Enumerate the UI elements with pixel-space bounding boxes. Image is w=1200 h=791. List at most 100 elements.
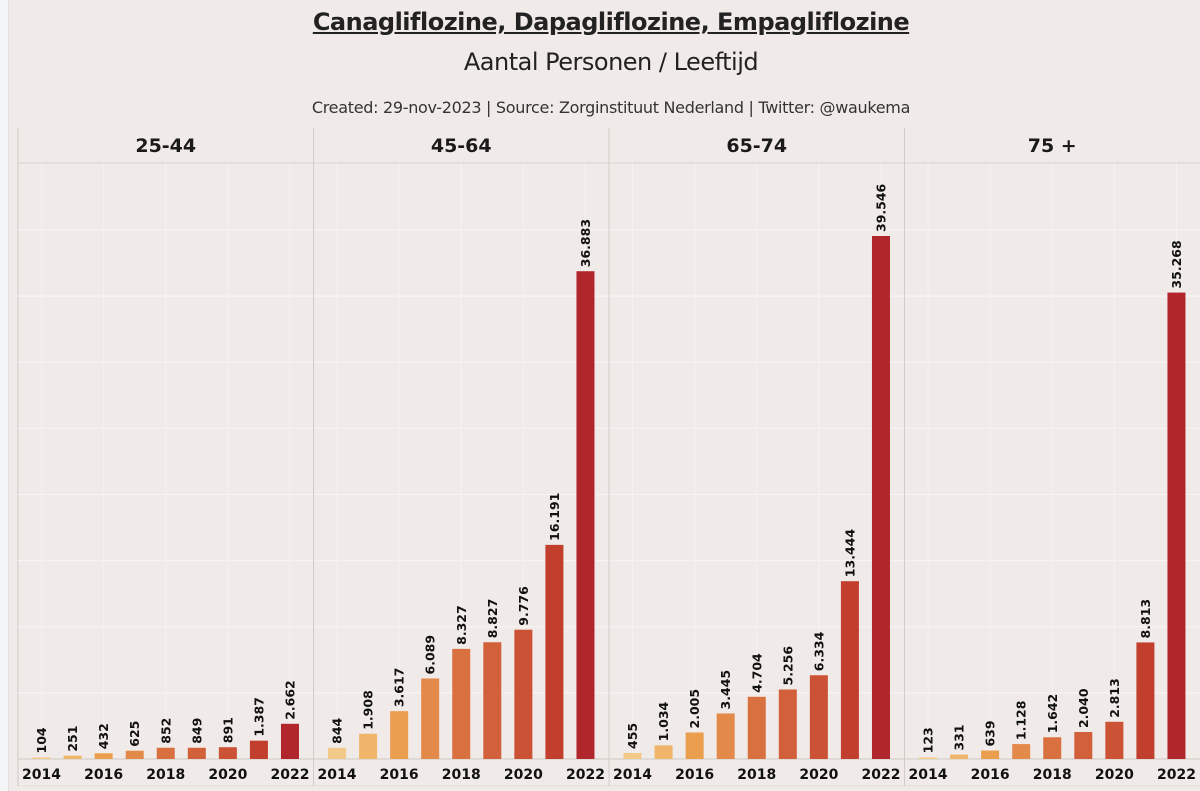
data-label: 1.034 [656,701,671,741]
bar-65-74-2019 [778,689,797,759]
chart-caption: Created: 29-nov-2023 | Source: Zorginsti… [311,98,911,117]
x-tick-label: 2020 [208,767,247,783]
data-label: 123 [921,727,936,753]
bar-25-44-2014 [32,757,51,759]
bar-65-74-2015 [654,745,673,759]
data-label: 455 [625,723,640,749]
data-label: 849 [189,718,204,744]
x-tick-label: 2018 [1033,767,1072,783]
data-label: 1.642 [1045,694,1060,734]
data-label: 891 [220,717,235,743]
bar-75plus-2016 [981,750,1000,759]
bar-65-74-2022 [871,236,890,759]
bar-45-64-2019 [483,642,502,759]
bar-25-44-2022 [280,723,299,759]
x-tick-label: 2014 [909,767,948,783]
data-label: 1.908 [361,690,376,730]
bar-65-74-2014 [623,752,642,759]
data-label: 3.445 [718,670,733,710]
x-tick-label: 2014 [22,767,61,783]
data-label: 2.662 [282,680,297,720]
data-label: 5.256 [780,646,795,686]
data-label: 331 [952,725,967,751]
data-label: 2.040 [1076,688,1091,728]
data-label: 8.827 [485,599,500,639]
data-label: 3.617 [392,668,407,708]
x-tick-label: 2018 [442,767,481,783]
chart-subtitle: Aantal Personen / Leeftijd [463,48,759,76]
data-label: 39.546 [873,183,888,232]
data-label: 8.327 [454,605,469,645]
x-tick-label: 2022 [270,767,309,783]
data-label: 251 [65,726,80,752]
data-label: 844 [330,717,345,743]
bar-25-44-2020 [218,747,237,759]
bar-45-64-2014 [328,747,347,759]
bar-45-64-2017 [421,678,440,759]
x-tick-label: 2016 [380,767,419,783]
bar-75plus-2020 [1105,721,1124,759]
x-tick-label: 2020 [799,767,838,783]
data-label: 9.776 [516,586,531,626]
x-tick-label: 2022 [566,767,605,783]
x-tick-label: 2014 [613,767,652,783]
bar-45-64-2016 [390,711,409,759]
bar-25-44-2016 [94,753,113,759]
data-label: 625 [127,721,142,747]
data-label: 6.089 [423,635,438,675]
bar-65-74-2017 [716,713,735,759]
data-label: 852 [158,718,173,744]
bar-25-44-2019 [187,747,206,759]
bar-45-64-2020 [514,629,533,759]
bar-65-74-2021 [840,581,859,759]
panel-title-45-64: 45-64 [431,135,492,157]
x-tick-label: 2022 [861,767,900,783]
bar-75plus-2019 [1074,732,1093,759]
data-label: 639 [983,720,998,746]
bar-75plus-2018 [1043,737,1062,759]
x-tick-label: 2016 [675,767,714,783]
data-label: 104 [34,727,49,753]
data-label: 36.883 [578,219,593,267]
panel-title-65-74: 65-74 [726,135,787,157]
x-tick-label: 2016 [971,767,1010,783]
data-label: 4.704 [749,653,764,693]
bar-45-64-2015 [359,733,378,759]
x-tick-label: 2020 [1095,767,1134,783]
data-label: 2.005 [687,689,702,729]
bar-45-64-2022 [576,271,595,759]
bar-65-74-2016 [685,732,704,759]
x-tick-label: 2020 [504,767,543,783]
bar-25-44-2018 [156,747,175,759]
x-tick-label: 2022 [1157,767,1196,783]
bar-75plus-2017 [1012,744,1031,759]
panel-title-75plus: 75 + [1028,135,1077,157]
bar-75plus-2022 [1167,292,1186,759]
data-label: 16.191 [547,493,562,541]
x-tick-label: 2018 [146,767,185,783]
bar-45-64-2021 [545,544,564,759]
data-label: 13.444 [842,529,857,578]
bar-45-64-2018 [452,648,471,759]
window-edge [0,0,9,791]
bar-25-44-2021 [249,740,268,759]
data-label: 1.387 [251,697,266,737]
data-label: 6.334 [811,631,826,671]
bar-75plus-2014 [919,757,938,759]
x-tick-label: 2016 [84,767,123,783]
data-label: 432 [96,723,111,749]
x-tick-label: 2018 [737,767,776,783]
bar-25-44-2015 [63,755,82,759]
bar-75plus-2015 [950,754,969,759]
x-tick-label: 2014 [318,767,357,783]
data-label: 1.128 [1014,701,1029,741]
bar-65-74-2018 [747,696,766,759]
bar-25-44-2017 [125,750,144,759]
bar-65-74-2020 [809,675,828,759]
panel-title-25-44: 25-44 [135,135,196,157]
data-label: 2.813 [1107,678,1122,718]
chart-title: Canagliflozine, Dapagliflozine, Empaglif… [312,8,910,36]
data-label: 35.268 [1169,240,1184,288]
bar-75plus-2021 [1136,642,1155,759]
